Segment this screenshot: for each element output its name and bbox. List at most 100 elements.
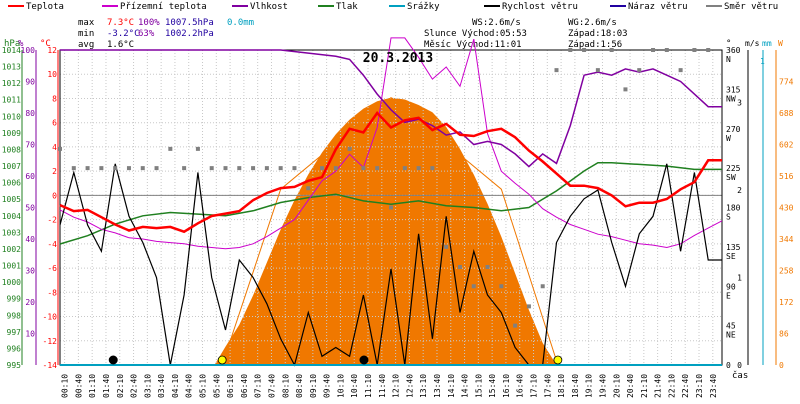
hpa-tick: 1000: [2, 278, 21, 287]
wind-dir-point: [209, 166, 214, 171]
wind-dir-point: [526, 304, 531, 309]
hpa-tick: 1003: [2, 228, 21, 237]
legend-label: Směr větru: [724, 2, 778, 12]
hpa-tick: 1006: [2, 179, 21, 188]
hpa-tick: 1012: [2, 79, 21, 88]
wind-dir-point: [485, 265, 490, 269]
x-tick: 11:10: [364, 374, 373, 398]
x-tick: 22:40: [681, 374, 690, 398]
x-tick: 21:10: [640, 374, 649, 398]
wind-dir-point: [85, 166, 90, 171]
stat-label: max: [78, 18, 95, 28]
wind-dir-point: [416, 166, 421, 171]
wind-dir-point: [389, 205, 393, 210]
x-tick: 15:40: [488, 374, 497, 398]
hpa-tick: 1013: [2, 63, 21, 72]
wind-dir-point: [264, 166, 269, 171]
temp-tick: 8: [52, 94, 57, 103]
stat-value: 63%: [138, 29, 155, 39]
hpa-tick: 1005: [2, 195, 21, 204]
x-tick: 20:40: [626, 374, 635, 398]
legend-label: Přízemní teplota: [120, 2, 207, 12]
x-tick: 16:10: [502, 374, 511, 398]
stat-label: min: [78, 29, 94, 39]
wind-dir-point: [195, 146, 200, 151]
dir-tick: 135: [726, 243, 741, 252]
hpa-tick: 1002: [2, 245, 21, 254]
dir-tick: 90: [726, 282, 736, 291]
moonset-icon: [108, 355, 118, 365]
ms-tick: 3: [737, 99, 742, 108]
wind-dir-point: [58, 146, 62, 151]
mm-tick: 1: [760, 57, 765, 66]
ms-tick: 1: [737, 274, 742, 283]
dir-tick-name: E: [726, 291, 731, 300]
dir-tick: 180: [726, 204, 741, 213]
hpa-tick: 1001: [2, 262, 21, 271]
wind-dir-point: [99, 166, 104, 171]
series-temperature: [59, 111, 722, 234]
chart-title: 20.3.2013: [363, 51, 433, 66]
x-tick: 23:10: [695, 374, 704, 398]
x-tick: 18:10: [557, 374, 566, 398]
x-tick: 16:40: [516, 374, 525, 398]
legend-label: Vlhkost: [250, 2, 288, 12]
wind-dir-point: [182, 166, 187, 171]
dir-axis-label: °: [726, 39, 731, 49]
dir-tick: 270: [726, 125, 741, 134]
stat-value: 100%: [138, 18, 160, 28]
x-tick: 17:40: [543, 374, 552, 398]
x-tick: 05:40: [212, 374, 221, 398]
dir-tick-name: SE: [726, 252, 736, 261]
wind-dir-point: [154, 166, 159, 171]
hpa-tick: 997: [7, 328, 22, 337]
w-tick: 258: [779, 267, 794, 276]
x-tick: 08:10: [281, 374, 290, 398]
wind-dir-point: [651, 48, 656, 52]
x-tick: 22:10: [667, 374, 676, 398]
ms-tick: 0: [737, 361, 742, 370]
dir-tick: 315: [726, 85, 741, 94]
temp-axis-label: °C: [40, 39, 51, 49]
w-tick: 344: [779, 235, 794, 244]
wind-dir-point: [664, 48, 669, 52]
legend-label: Srážky: [407, 2, 440, 12]
dir-tick: 0: [726, 361, 731, 370]
dir-tick: 45: [726, 322, 736, 331]
wind-dir-point: [278, 166, 283, 171]
hpa-tick: 1007: [2, 162, 21, 171]
sunset-text: Západ:18:03: [568, 29, 628, 39]
dir-tick-name: NE: [726, 331, 736, 340]
legend-label: Rychlost větru: [502, 2, 578, 12]
pct-tick: 60: [25, 172, 35, 181]
w-tick: 688: [779, 109, 794, 118]
x-tick: 03:40: [157, 374, 166, 398]
w-tick: 0: [779, 361, 784, 370]
x-tick: 23:40: [709, 374, 718, 398]
wind-dir-point: [71, 166, 76, 171]
w-tick: 602: [779, 141, 794, 150]
wind-dir-point: [140, 166, 145, 171]
hpa-tick: 1008: [2, 145, 21, 154]
wind-dir-point: [513, 323, 518, 328]
x-tick: 01:10: [88, 374, 97, 398]
x-tick: 00:40: [74, 374, 83, 398]
wind-dir-point: [430, 166, 435, 171]
pct-tick: 10: [25, 330, 35, 339]
wind-dir-point: [595, 68, 600, 73]
x-tick: 13:10: [419, 374, 428, 398]
x-tick: 20:10: [612, 374, 621, 398]
wind-dir-point: [306, 186, 311, 191]
x-tick: 13:40: [433, 374, 442, 398]
pct-tick: 90: [25, 78, 35, 87]
x-tick: 00:10: [61, 374, 70, 398]
hpa-tick: 996: [7, 344, 22, 353]
wind-dir-point: [609, 48, 614, 52]
legend-label: Teplota: [26, 2, 64, 12]
x-tick: 14:10: [447, 374, 456, 398]
pct-axis-label: %: [18, 39, 24, 49]
wind-dir-point: [251, 166, 256, 171]
stat-value: 0.0mm: [227, 18, 254, 28]
